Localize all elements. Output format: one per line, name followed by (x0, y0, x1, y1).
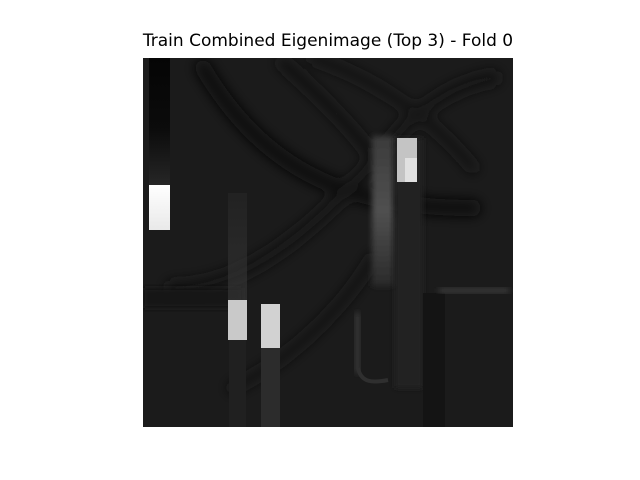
right-column-a (372, 136, 394, 286)
mid-bar-2-lower (261, 348, 280, 427)
eigenimage-plot (143, 58, 513, 427)
bright-block-right-inner (405, 158, 417, 182)
mid-bar-1 (228, 193, 247, 300)
right-column-c (423, 293, 445, 427)
top-left-column (149, 58, 170, 185)
bright-block-left (149, 185, 170, 230)
horizontal-band (143, 288, 243, 308)
thin-vertical-accent (355, 313, 360, 373)
thin-horizontal-accent (439, 288, 509, 293)
bright-block-mid-1 (228, 300, 247, 340)
mid-bar-1-lower (229, 340, 246, 427)
thin-curve-accent (356, 367, 389, 384)
bright-block-mid-2 (261, 304, 280, 348)
eigenimage-heatmap (143, 58, 513, 427)
heatmap-background (143, 58, 513, 427)
chart-title: Train Combined Eigenimage (Top 3) - Fold… (142, 31, 514, 51)
